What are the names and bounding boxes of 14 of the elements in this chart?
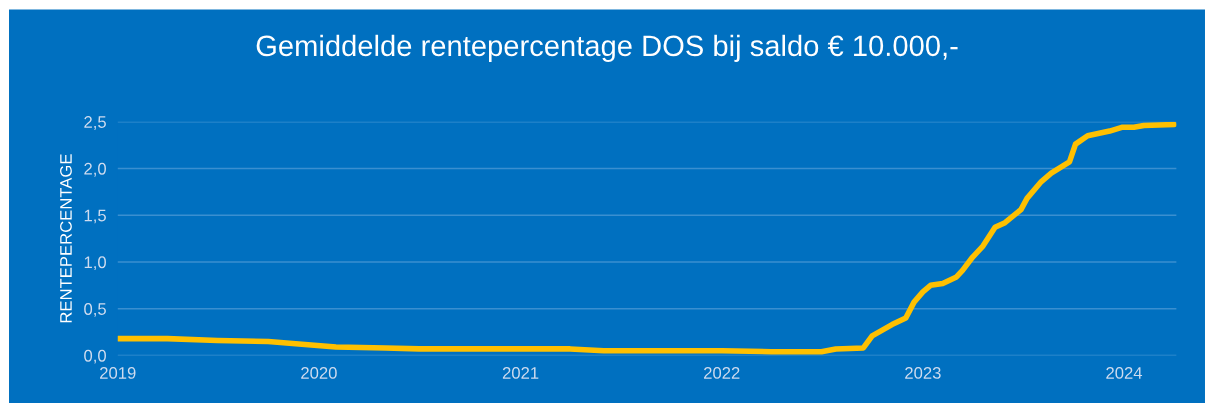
y-tick-label: 2,0 <box>84 162 106 177</box>
x-tick-label: 2020 <box>301 367 337 379</box>
chart-title: Gemiddelde rentepercentage DOS bij saldo € 10.000,- <box>256 34 958 62</box>
y-tick-label: 1,5 <box>84 209 106 224</box>
x-tick-label: 2023 <box>905 367 941 379</box>
y-tick-label: 0,0 <box>84 349 106 364</box>
y-tick-label: 0,5 <box>84 303 106 317</box>
y-tick-label: 1,0 <box>84 256 106 271</box>
y-axis-title: RENTEPERCENTAGE <box>60 154 72 323</box>
x-tick-label: 2019 <box>100 367 136 379</box>
x-tick-label: 2021 <box>502 367 539 379</box>
y-tick-label: 2,5 <box>84 116 106 130</box>
x-tick-label: 2024 <box>1106 367 1143 379</box>
x-tick-label: 2022 <box>704 367 740 379</box>
